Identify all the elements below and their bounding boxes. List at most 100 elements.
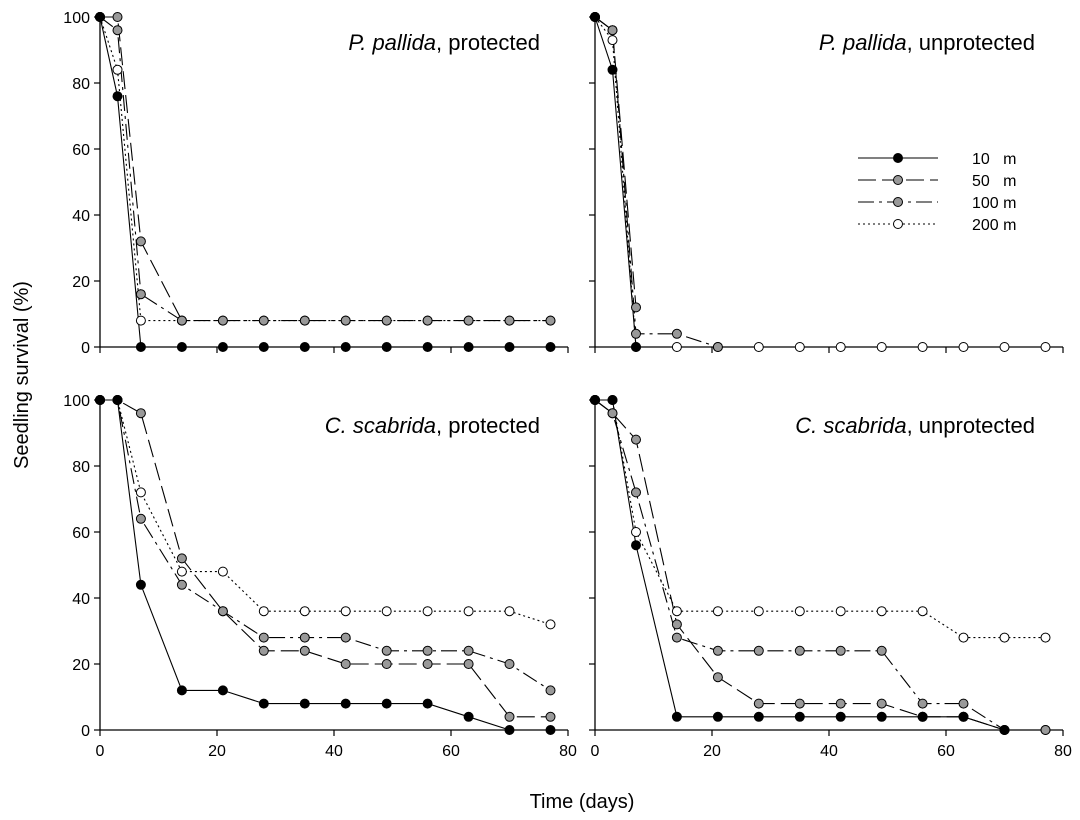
data-point-series-3: [463, 645, 474, 656]
series-line-3: [594, 399, 1046, 731]
data-point-series-1: [135, 579, 146, 590]
data-point-series-1: [794, 711, 805, 722]
panel-3: 0 20 40 60 80 100 0 20 40 60 80 C. scabrida, protec…: [63, 393, 577, 760]
x-tick-label: 40: [820, 743, 838, 760]
y-tick-label: 100: [63, 10, 90, 27]
data-point-series-1: [422, 342, 433, 352]
data-point-series-1: [607, 64, 618, 75]
data-point-series-4: [794, 606, 805, 617]
series-line-2: [594, 16, 637, 308]
series-line-1: [100, 399, 551, 731]
x-tick-label: 40: [325, 743, 343, 760]
data-point-series-2: [607, 408, 618, 419]
data-point-series-4: [607, 35, 618, 46]
data-point-series-2: [631, 302, 641, 313]
data-point-series-4: [1040, 342, 1051, 352]
data-point-series-2: [299, 645, 310, 656]
series-line-4: [99, 16, 551, 322]
data-point-series-1: [95, 12, 105, 22]
data-point-series-1: [176, 342, 187, 352]
data-point-series-4: [135, 487, 146, 498]
legend: 10 m 50 m 100 m 200 m: [858, 151, 1016, 234]
series-line-2: [100, 16, 183, 321]
series-line-3: [100, 399, 551, 691]
data-point-series-3: [753, 645, 764, 656]
data-point-series-1: [504, 342, 515, 352]
data-point-series-4: [794, 342, 805, 352]
data-point-series-1: [999, 725, 1010, 735]
data-point-series-4: [999, 342, 1010, 352]
data-point-series-4: [299, 606, 310, 617]
data-point-series-3: [135, 289, 146, 300]
data-point-series-4: [176, 566, 187, 577]
data-point-series-1: [112, 91, 123, 102]
y-tick-label: 0: [81, 723, 90, 740]
panel-title-treatment: , unprotected: [907, 30, 1035, 55]
data-point-series-1: [95, 395, 105, 405]
y-tick-label: 20: [72, 657, 90, 674]
panel-title: C. scabrida, protected: [325, 413, 540, 438]
data-point-series-3: [299, 315, 310, 326]
data-point-series-3: [504, 315, 515, 326]
data-point-series-1: [463, 711, 474, 722]
data-point-series-3: [835, 645, 846, 656]
data-point-series-4: [422, 606, 433, 617]
data-point-series-3: [876, 645, 887, 656]
data-point-series-4: [958, 342, 969, 352]
data-point-series-3: [712, 645, 723, 656]
x-tick-label: 20: [208, 743, 226, 760]
data-point-series-1: [258, 342, 269, 352]
data-point-series-4: [835, 606, 846, 617]
data-point-series-3: [217, 315, 228, 326]
series-line-2: [594, 399, 1046, 731]
data-point-series-4: [631, 527, 641, 537]
panel-title-species: P. pallida: [819, 30, 907, 55]
data-point-series-1: [753, 711, 764, 722]
data-point-series-1: [135, 342, 146, 352]
data-point-series-1: [381, 698, 392, 709]
panel-title-treatment: , unprotected: [907, 413, 1035, 438]
data-point-series-3: [671, 632, 682, 643]
y-tick-label: 80: [72, 459, 90, 476]
data-point-series-4: [504, 606, 515, 617]
data-point-series-2: [176, 315, 187, 326]
data-point-series-3: [917, 698, 928, 709]
data-point-series-1: [671, 711, 682, 722]
y-tick-label: 100: [63, 393, 90, 410]
data-point-series-4: [463, 606, 474, 617]
data-point-series-2: [258, 645, 269, 656]
legend-label-3: 100 m: [972, 195, 1016, 212]
data-point-series-2: [135, 408, 146, 419]
data-point-series-2: [712, 672, 723, 683]
data-point-series-4: [835, 342, 846, 352]
data-point-series-3: [422, 315, 433, 326]
legend-marker-2: [893, 175, 903, 185]
data-point-series-3: [258, 315, 269, 326]
series-line-3: [99, 16, 551, 322]
data-point-series-3: [504, 659, 515, 669]
data-point-series-1: [631, 342, 641, 352]
panel-title: C. scabrida, unprotected: [795, 413, 1035, 438]
data-point-series-3: [340, 315, 351, 326]
panel-title-species: C. scabrida: [325, 413, 436, 438]
data-point-series-2: [381, 659, 392, 669]
data-point-series-4: [917, 342, 928, 352]
data-point-series-2: [340, 659, 351, 669]
data-point-series-1: [590, 395, 600, 405]
data-point-series-3: [545, 685, 556, 696]
x-tick-label: 80: [1054, 743, 1072, 760]
panel-2: P. pallida, unprotected: [589, 12, 1064, 353]
x-tick-label: 60: [937, 743, 955, 760]
panel-4: 0 20 40 60 80 C. scabrida, unprotected: [589, 395, 1072, 760]
data-point-series-2: [176, 553, 187, 564]
data-point-series-1: [504, 725, 515, 735]
data-point-series-2: [463, 659, 474, 669]
data-point-series-4: [917, 606, 928, 617]
data-point-series-2: [753, 698, 764, 709]
legend-label-4: 200 m: [972, 217, 1016, 234]
data-point-series-2: [135, 236, 146, 247]
data-point-series-1: [712, 711, 723, 722]
data-point-series-3: [422, 645, 433, 656]
data-point-series-4: [135, 315, 146, 326]
data-point-series-2: [504, 711, 515, 722]
